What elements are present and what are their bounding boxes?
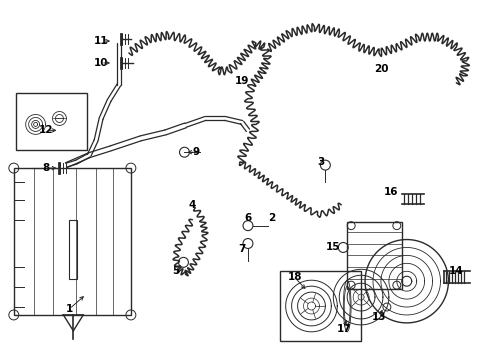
Text: 9: 9 xyxy=(192,147,200,157)
Text: 1: 1 xyxy=(65,304,73,314)
Text: 4: 4 xyxy=(188,200,196,210)
Text: 8: 8 xyxy=(42,163,49,173)
Text: 12: 12 xyxy=(39,125,54,135)
Text: 5: 5 xyxy=(172,266,179,276)
Text: 11: 11 xyxy=(94,36,108,46)
Text: 14: 14 xyxy=(448,266,463,276)
Text: 13: 13 xyxy=(371,312,386,322)
Bar xyxy=(69,220,77,279)
Text: 6: 6 xyxy=(244,213,251,223)
Text: 18: 18 xyxy=(287,272,301,282)
Text: 15: 15 xyxy=(325,243,340,252)
Text: 17: 17 xyxy=(336,324,351,334)
Text: 7: 7 xyxy=(238,244,245,255)
Bar xyxy=(279,271,360,341)
Text: 19: 19 xyxy=(234,76,249,86)
Text: 2: 2 xyxy=(267,213,275,223)
Text: 3: 3 xyxy=(317,157,325,167)
Text: 20: 20 xyxy=(373,64,387,74)
Text: 10: 10 xyxy=(94,58,108,68)
Bar xyxy=(346,222,401,289)
Bar xyxy=(14,168,131,315)
Bar xyxy=(16,93,87,150)
Text: 16: 16 xyxy=(383,187,397,197)
